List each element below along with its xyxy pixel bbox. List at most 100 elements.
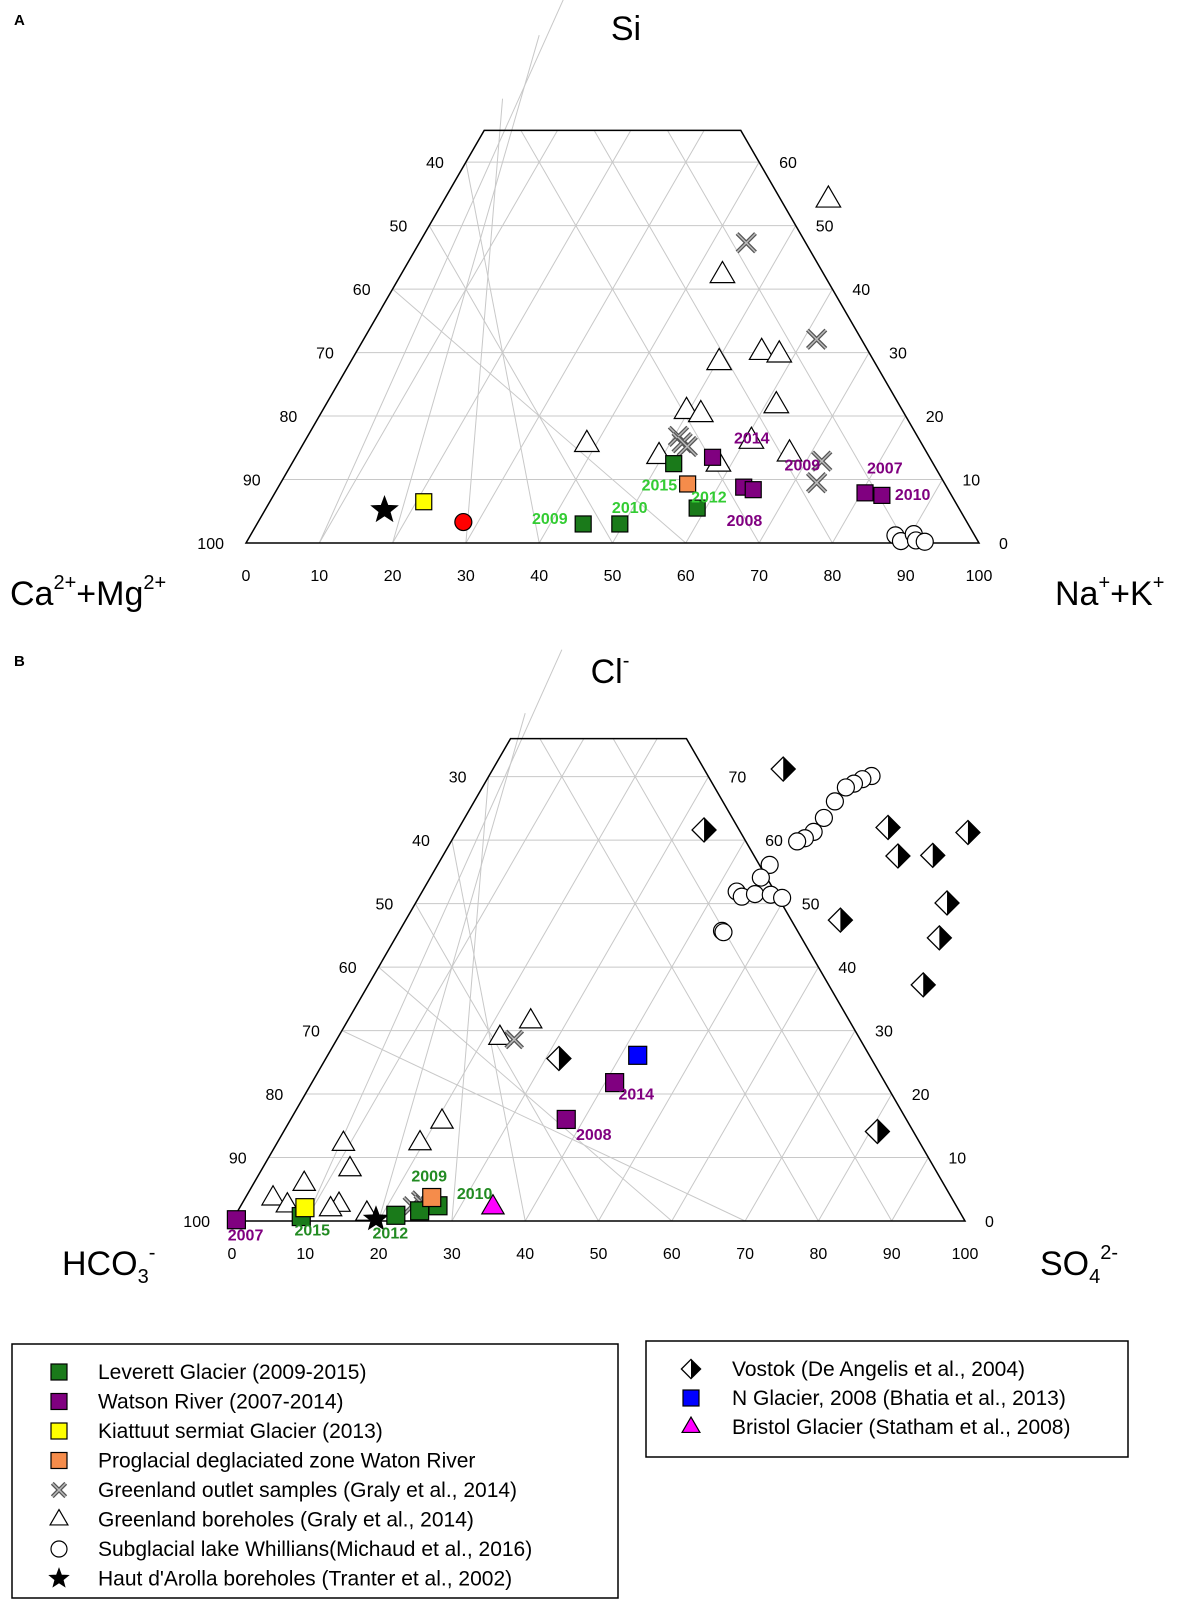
data-point-triangle <box>260 1184 286 1206</box>
tick-label-left: 70 <box>316 346 334 363</box>
year-label: 2009 <box>532 511 568 528</box>
data-point-square <box>415 493 433 511</box>
grid-line <box>758 352 870 544</box>
data-point-halfdiamond <box>864 1118 891 1145</box>
tick-label-right: 20 <box>912 1087 930 1104</box>
data-point-triangle <box>291 1169 317 1191</box>
grid-line <box>451 840 526 1222</box>
grid-line <box>667 130 907 544</box>
legend-marker-triangle <box>681 1415 701 1434</box>
data-point-star <box>362 1205 390 1231</box>
data-point-square <box>679 475 697 493</box>
data-point-cross <box>805 472 828 494</box>
data-point-square <box>386 1205 406 1225</box>
tick-label-left: 40 <box>426 155 444 172</box>
data-point-square <box>628 1045 648 1065</box>
data-point-halfdiamond <box>875 814 901 841</box>
tick-label-bottom: 100 <box>952 1246 979 1263</box>
left-label-b: HCO3- <box>62 1242 155 1288</box>
triangle-frame <box>244 129 981 544</box>
legend-marker-triangle <box>49 1508 69 1526</box>
right-label-b: SO42- <box>1040 1242 1118 1288</box>
legend-right-box <box>645 1340 1129 1458</box>
tick-label-right: 50 <box>816 219 834 236</box>
tick-label-left: 60 <box>353 282 371 299</box>
legend-marker-square <box>50 1422 68 1440</box>
data-point-square <box>744 481 762 499</box>
year-label: 2007 <box>867 460 903 477</box>
legend-marker-square <box>50 1451 68 1470</box>
data-point-triangle <box>705 347 733 371</box>
legend-marker-square <box>682 1389 700 1407</box>
year-label: 2010 <box>895 487 931 504</box>
tick-label-right: 30 <box>889 346 907 363</box>
legend-marker-halfdiamond <box>680 1358 702 1380</box>
tick-label-bottom: 10 <box>310 568 328 585</box>
data-point-star <box>370 494 399 523</box>
year-label: 2015 <box>294 1222 330 1239</box>
ticks-a: 0 10 20 30 40 50 60 70 80 90 100 40 50 60 70 80 90 100 0 10… <box>197 155 1008 585</box>
legend-entry-label: Bristol Glacier (Statham et al., 2008) <box>732 1416 1070 1439</box>
tick-label-right: 40 <box>838 960 856 977</box>
data-point-circle <box>745 884 765 904</box>
legend-entry-label: N Glacier, 2008 (Bhatia et al., 2013) <box>732 1387 1066 1410</box>
year-label: 2008 <box>727 513 763 530</box>
tick-label-left: 40 <box>412 833 430 850</box>
data-point-cross <box>811 450 833 472</box>
tick-label-left: 70 <box>302 1024 320 1041</box>
tick-label-right: 10 <box>962 473 980 490</box>
data-point-triangle <box>763 390 790 414</box>
ternary-chart-a: A Si Ca2++Mg2+ Na++K+ 0 10 20 30 40 50 60 70 80 9… <box>10 0 1164 613</box>
tick-label-right: 0 <box>985 1214 994 1231</box>
tick-label-right: 30 <box>875 1024 893 1041</box>
ternary-chart-b: B Cl- HCO3- SO42- 0 10 20 30 40 50 60 70 80 90 100… <box>14 649 1118 1288</box>
grid-line <box>465 130 705 544</box>
annotations-b: 2014 2008 2007 2015 2012 2009 2010 <box>228 1086 654 1244</box>
data-point-halfdiamond <box>934 890 960 916</box>
tick-label-left: 80 <box>266 1087 284 1104</box>
data-point-halfdiamond <box>827 907 854 934</box>
year-label: 2009 <box>785 457 821 474</box>
triangle-frame <box>230 737 967 1222</box>
tick-label-bottom: 90 <box>897 568 915 585</box>
grid-line <box>392 130 632 544</box>
grid-line <box>612 225 797 544</box>
data-point-square <box>226 1210 246 1230</box>
data-point-halfdiamond <box>885 843 911 869</box>
data-point-square <box>856 484 874 502</box>
data-point-triangle <box>709 260 736 284</box>
grid-line <box>465 98 504 544</box>
tick-label-bottom: 50 <box>590 1246 608 1263</box>
data-point-triangle <box>480 1193 506 1215</box>
year-label: 2015 <box>642 478 678 495</box>
legend-entry-label: Leverett Glacier (2009-2015) <box>98 1361 366 1384</box>
data-point-triangle <box>815 184 842 208</box>
data-point-square <box>665 455 683 473</box>
tick-label-left: 50 <box>375 897 393 914</box>
tick-label-right: 40 <box>852 282 870 299</box>
legend-marker-cross <box>50 1481 68 1499</box>
data-point-square <box>422 1187 442 1208</box>
data-point-circle <box>760 855 779 874</box>
tick-label-right: 10 <box>948 1151 966 1168</box>
grid-line <box>831 415 907 544</box>
tick-label-bottom: 40 <box>530 568 548 585</box>
data-point-cross <box>805 328 828 350</box>
frame-b <box>230 737 967 1222</box>
tick-label-bottom: 80 <box>810 1246 828 1263</box>
grid-line <box>891 1157 929 1222</box>
grid-line <box>465 162 540 544</box>
tick-label-bottom: 50 <box>604 568 622 585</box>
data-point-triangle <box>487 1023 513 1045</box>
apex-title-a: Si <box>611 10 641 48</box>
tick-label-bottom: 100 <box>966 568 993 585</box>
data-point-square <box>574 515 592 533</box>
grid-line <box>414 903 599 1222</box>
grid-line <box>744 1030 856 1222</box>
data-point-circle <box>825 792 844 811</box>
data-point-triangle <box>687 399 715 423</box>
legend-entry-label: Greenland boreholes (Graly et al., 2014) <box>98 1509 474 1532</box>
tick-label-bottom: 20 <box>384 568 402 585</box>
tick-label-bottom: 40 <box>516 1246 534 1263</box>
